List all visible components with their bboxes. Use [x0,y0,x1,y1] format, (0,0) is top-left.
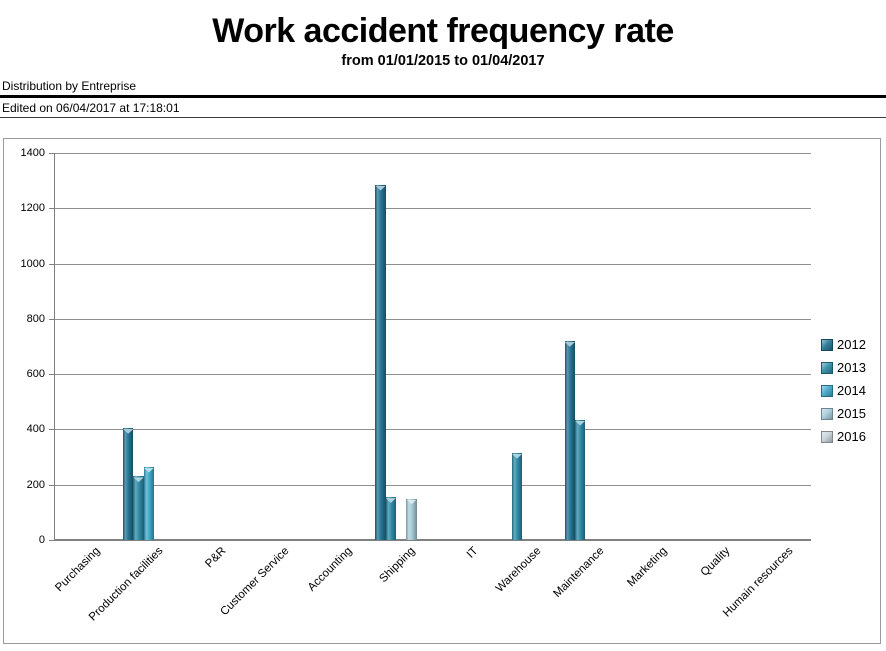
y-axis-label: 1000 [20,257,45,270]
bar-2013-maintenance [574,419,586,540]
bar-top-highlight [406,499,417,505]
y-axis-label: 1400 [20,147,45,159]
y-axis-tick [49,540,54,541]
y-axis-label: 800 [26,312,45,325]
bar-top-highlight [511,453,523,459]
legend-swatch-icon [821,339,833,351]
bar-2014-production-facilities [143,466,154,540]
bar-2013-warehouse [511,452,523,540]
legend-label: 2015 [837,406,866,421]
x-axis-label: Purchasing [52,545,103,595]
distribution-label: Distribution by Entreprise [2,79,137,93]
header-separator-thick [0,95,886,98]
x-axis-label: IT [464,545,481,561]
y-axis-tick [49,318,54,320]
legend-swatch-icon [821,385,833,397]
y-axis-tick [49,153,54,154]
bar-2013-production-facilities [133,476,144,540]
y-axis-tick [49,484,54,486]
y-axis-tick [49,429,54,431]
bar-top-highlight [123,429,134,434]
x-axis-label: Marketing [625,545,670,590]
bar-top-highlight [385,498,396,503]
gridline [54,484,811,486]
bar-2012-production-facilities [123,428,134,540]
legend-item-2016: 2016 [821,430,866,444]
x-axis-label: Maintenance [551,545,607,601]
legend-label: 2014 [837,383,866,398]
x-axis-label: Humain resources [721,545,796,620]
x-axis-label: Quality [699,545,733,579]
y-axis-label: 1200 [20,202,45,215]
y-axis-label: 200 [26,478,45,491]
legend-swatch-icon [821,362,833,374]
y-axis-tick [49,374,54,376]
bar-top-highlight [133,477,144,483]
legend-item-2014: 2014 [821,384,866,398]
legend-label: 2016 [837,429,866,444]
x-axis [54,539,811,541]
y-axis-label: 0 [38,534,45,546]
x-axis-label: Shipping [377,545,418,586]
y-axis-label: 600 [26,368,45,381]
legend-label: 2012 [837,337,866,352]
bar-2012-shipping [375,184,386,540]
legend-item-2012: 2012 [821,338,866,352]
bar-top-highlight [143,467,154,473]
y-axis [54,153,55,540]
gridline [54,429,811,431]
y-axis-tick [49,263,54,265]
bar-top-highlight [375,185,386,191]
gridline [54,208,811,210]
x-axis-label: Production facilities [86,545,166,624]
bar-2012-maintenance [564,340,575,540]
legend-item-2013: 2013 [821,361,866,375]
header-separator-thin [0,117,886,118]
x-axis-label: Accounting [305,545,355,594]
bar-2015-shipping [406,498,417,540]
bar-top-highlight [574,420,586,426]
gridline [54,374,811,376]
x-axis-label: Customer Service [218,545,292,619]
gridline [54,318,811,320]
gridline [54,153,811,154]
legend-label: 2013 [837,360,866,375]
y-axis-label: 400 [26,423,45,436]
legend: 2012 2013 2014 2015 2016 [821,338,866,453]
bar-2013-shipping [385,497,396,540]
x-axis-label: Warehouse [493,545,544,595]
y-axis-tick [49,208,54,210]
x-axis-label: P&R [202,545,229,571]
page-subtitle: from 01/01/2015 to 01/04/2017 [341,53,545,69]
legend-swatch-icon [821,408,833,420]
bar-top-highlight [564,341,575,347]
page-title: Work accident frequency rate [212,12,674,50]
chart-area: 0 200 400 600 800 1000 1200 1400 Purchasing Produ… [3,138,881,644]
edited-timestamp: Edited on 06/04/2017 at 17:18:01 [2,101,180,115]
gridline [54,263,811,265]
legend-item-2015: 2015 [821,407,866,421]
legend-swatch-icon [821,431,833,443]
